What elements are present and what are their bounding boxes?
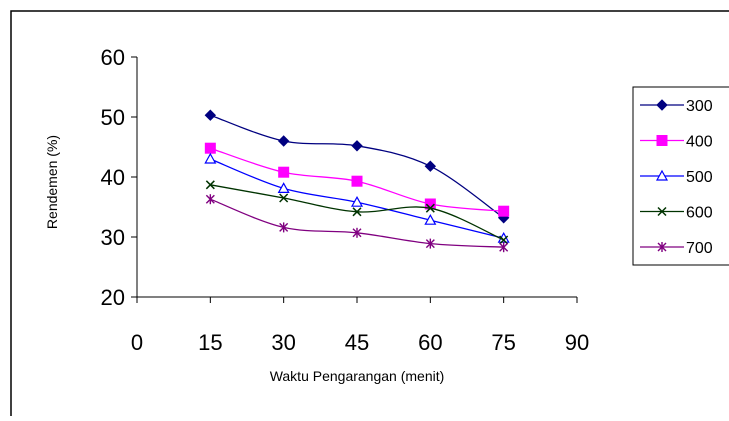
legend-label: 400 (686, 134, 713, 151)
legend: 300 400 500 600 700 (632, 86, 729, 266)
data-point-700 (425, 238, 435, 249)
x-tick-label: 15 (198, 330, 222, 355)
chart-border (10, 10, 729, 421)
y-tick-label: 20 (101, 285, 125, 310)
legend-item-400: 400 (640, 134, 713, 151)
legend-marker-icon (657, 206, 667, 217)
y-axis-title: Rendemen (%) (44, 135, 60, 229)
legend-label: 300 (686, 98, 713, 115)
data-point-400 (278, 166, 290, 178)
y-tick-label: 60 (101, 45, 125, 70)
data-point-600 (425, 203, 435, 213)
series-700 (205, 194, 509, 253)
axes: 20 30 40 50 60 0 15 30 45 60 75 90 (101, 45, 590, 355)
legend-item-300: 300 (640, 98, 713, 115)
data-point-700 (352, 227, 362, 238)
data-point-500 (424, 213, 437, 225)
legend-marker-icon (657, 242, 667, 252)
legend-marker-icon (656, 99, 668, 111)
data-point-600 (205, 180, 215, 190)
legend-marker-icon (656, 135, 668, 146)
x-tick-label: 0 (131, 330, 143, 355)
series-layer (204, 109, 510, 253)
data-point-700 (205, 194, 215, 205)
data-point-300 (424, 160, 437, 172)
x-axis-title: Waktu Pengarangan (menit) (270, 368, 445, 384)
legend-item-700: 700 (640, 240, 713, 257)
series-500 (204, 152, 510, 243)
data-point-500 (277, 182, 290, 193)
data-point-600 (499, 235, 509, 245)
x-tick-label: 30 (271, 330, 295, 355)
data-point-600 (279, 193, 289, 203)
x-tick-label: 75 (491, 330, 515, 355)
legend-marker-icon (655, 169, 669, 181)
series-600 (205, 180, 509, 245)
data-point-700 (279, 222, 289, 233)
x-tick-label: 45 (345, 330, 369, 355)
data-point-500 (204, 152, 217, 164)
data-point-600 (352, 207, 362, 217)
y-tick-label: 40 (101, 165, 125, 190)
data-point-300 (277, 135, 290, 147)
data-point-300 (204, 109, 217, 121)
legend-label: 700 (686, 240, 713, 257)
y-tick-label: 50 (101, 105, 125, 130)
series-400 (204, 142, 510, 217)
data-point-300 (351, 140, 363, 152)
y-tick-label: 30 (101, 225, 125, 250)
legend-label: 500 (686, 169, 713, 186)
legend-item-600: 600 (640, 205, 713, 222)
legend-item-500: 500 (640, 169, 713, 186)
data-point-500 (350, 195, 364, 207)
data-point-400 (204, 142, 216, 154)
legend-label: 600 (686, 205, 713, 222)
data-point-400 (351, 175, 363, 187)
data-point-400 (498, 205, 510, 217)
x-tick-label: 60 (418, 330, 442, 355)
data-point-700 (499, 242, 509, 253)
x-tick-label: 90 (565, 330, 589, 355)
